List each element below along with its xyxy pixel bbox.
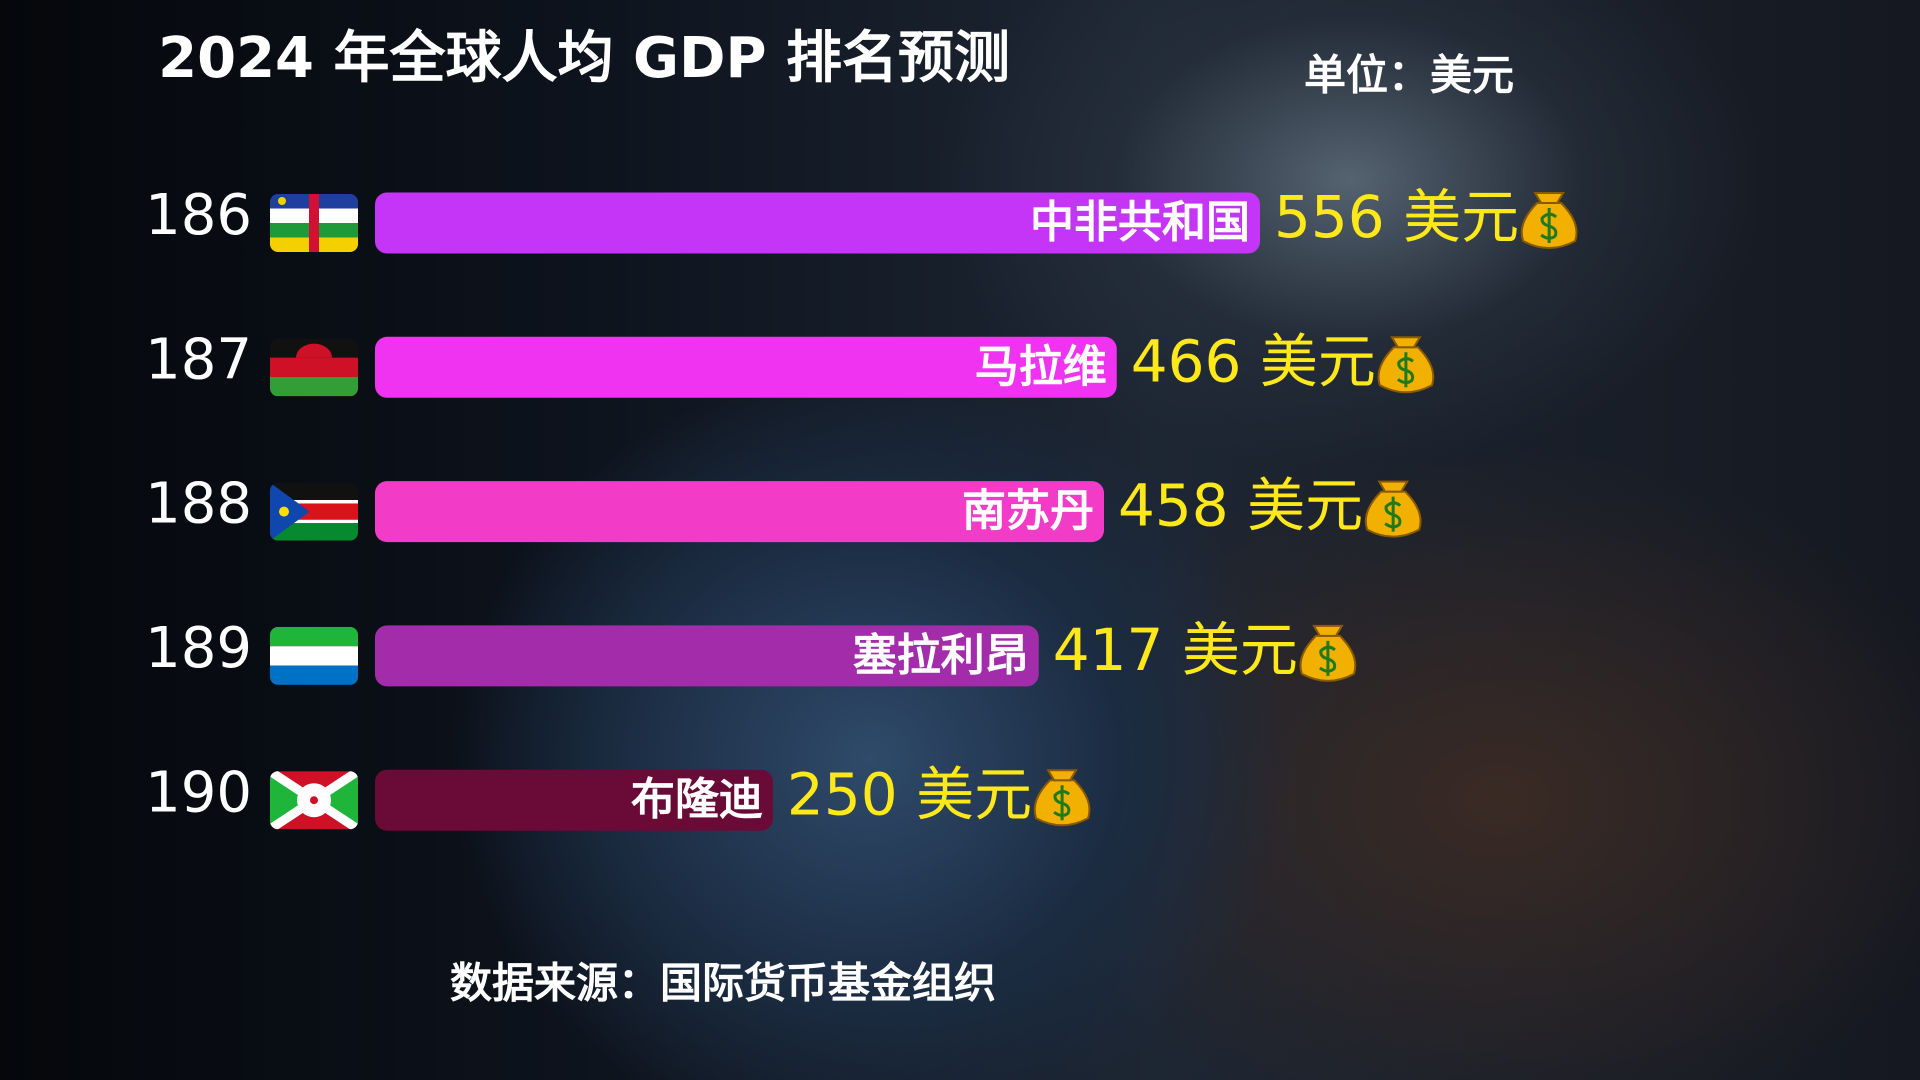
money-bag-icon — [1377, 336, 1435, 394]
flag-stripe — [270, 519, 358, 524]
flag — [270, 194, 358, 252]
flag-sun — [296, 343, 332, 358]
flag-body — [270, 194, 358, 252]
category-label: 中非共和国 — [1030, 197, 1250, 248]
flag-stripe — [270, 646, 358, 666]
flag — [270, 338, 358, 397]
chart-title: 2024 年全球人均 GDP 排名预测 — [158, 26, 1010, 91]
bag-top — [1533, 192, 1565, 204]
bar — [375, 625, 1039, 687]
category-label: 南苏丹 — [962, 486, 1094, 537]
source-note: 数据来源：国际货币基金组织 — [450, 959, 996, 1008]
bag-sign — [1384, 496, 1402, 532]
value-label: 556 美元 — [1274, 183, 1519, 251]
money-bag-icon — [1364, 480, 1422, 538]
category-label: 马拉维 — [975, 341, 1107, 392]
flag — [270, 626, 358, 685]
flag-star — [310, 796, 318, 805]
flag-body — [270, 338, 358, 397]
money-bag-icon — [1299, 624, 1357, 682]
flag-stripe — [270, 357, 358, 377]
bag-top — [1312, 624, 1344, 637]
rank-label: 187 — [145, 327, 252, 392]
flag-stripe — [270, 665, 358, 685]
flag-stripe — [270, 376, 358, 397]
rank-label: 189 — [145, 616, 252, 681]
rank-label: 186 — [145, 183, 252, 248]
rank-label: 190 — [145, 760, 252, 825]
bag-top — [1377, 480, 1409, 493]
flag-star — [279, 506, 289, 517]
flag-stripe — [270, 626, 358, 647]
bar — [375, 192, 1260, 254]
value-label: 250 美元 — [787, 760, 1032, 828]
flag-stripe — [270, 500, 358, 504]
money-bag-icon — [1520, 192, 1578, 249]
bag-top — [1046, 769, 1078, 782]
flag-body — [270, 626, 358, 685]
flag-star — [278, 197, 286, 205]
bar — [375, 769, 773, 831]
category-label: 塞拉利昂 — [853, 630, 1029, 681]
unit-label: 单位：美元 — [1304, 51, 1514, 100]
flag — [270, 482, 358, 541]
bar — [375, 481, 1105, 543]
bag-sign — [1053, 785, 1071, 821]
money-bag-icon — [1033, 769, 1091, 827]
flag-stripe — [309, 194, 319, 252]
value-label: 458 美元 — [1118, 472, 1363, 540]
flag-stripe — [270, 523, 358, 541]
flag — [270, 771, 358, 830]
rank-label: 188 — [145, 472, 252, 537]
value-label: 466 美元 — [1131, 327, 1376, 395]
bag-sign — [1319, 640, 1337, 676]
flag-body — [270, 771, 358, 830]
category-label: 布隆迪 — [631, 774, 763, 825]
bar — [375, 336, 1117, 398]
value-label: 417 美元 — [1053, 616, 1298, 684]
flag-stripe — [270, 482, 358, 500]
flag-triangle — [270, 482, 310, 541]
bag-sign — [1397, 352, 1415, 388]
bag-sign — [1540, 208, 1558, 243]
flag-body — [270, 482, 358, 541]
bag-top — [1390, 336, 1422, 349]
